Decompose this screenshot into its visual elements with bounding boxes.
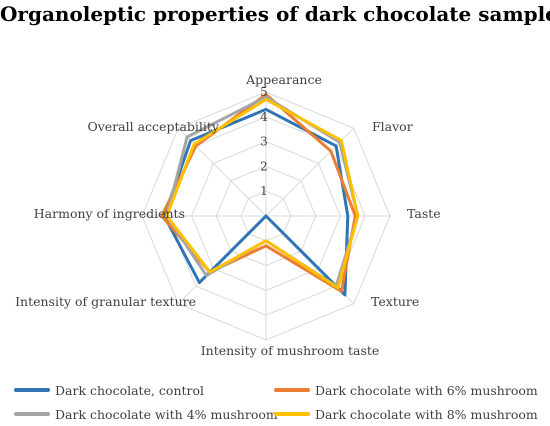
axis-label-6: Harmony of ingredients [34,206,185,221]
legend-swatch-8pct [274,412,310,416]
axis-label-3: Texture [371,294,419,309]
tick-label-4: 4 [260,110,268,124]
tick-label-5: 5 [260,85,268,99]
legend-label-4pct: Dark chocolate with 4% mushroom [55,406,278,422]
axis-label-5: Intensity of granular texture [15,294,196,309]
legend-label-8pct: Dark chocolate with 8% mushroom [315,406,538,422]
legend-item-8pct: Dark chocolate with 8% mushroom [274,404,538,424]
series-line-3 [165,97,360,290]
legend-item-6pct: Dark chocolate with 6% mushroom [274,380,538,400]
legend-item-control: Dark chocolate, control [14,380,204,400]
axis-label-2: Taste [407,206,441,221]
tick-label-2: 2 [260,159,268,173]
axis-label-0: Appearance [245,72,322,87]
legend-swatch-6pct [274,388,310,392]
axis-label-7: Overall acceptability [87,119,219,134]
radar-axis-labels: Appearance Flavor Taste Texture Intensity of… [15,72,441,358]
series-line-0 [162,107,350,297]
legend-swatch-4pct [14,412,50,416]
tick-label-1: 1 [260,184,268,198]
spoke-7 [177,127,267,217]
axis-label-4: Intensity of mushroom taste [201,343,380,358]
legend-label-control: Dark chocolate, control [55,382,205,398]
legend-swatch-control [14,388,50,392]
legend: Dark chocolate, control Dark chocolate w… [0,376,550,426]
legend-item-4pct: Dark chocolate with 4% mushroom [14,404,278,424]
legend-label-6pct: Dark chocolate with 6% mushroom [315,382,538,398]
tick-label-3: 3 [260,135,268,149]
radar-chart: 1 2 3 4 5 Appearance Flavor Taste Texture Intens… [15,72,441,358]
axis-label-1: Flavor [372,119,413,134]
radar-series-group [160,93,360,297]
radar-tick-labels: 1 2 3 4 5 [260,85,268,198]
chart-title: Organoleptic properties of dark chocolat… [0,2,550,26]
